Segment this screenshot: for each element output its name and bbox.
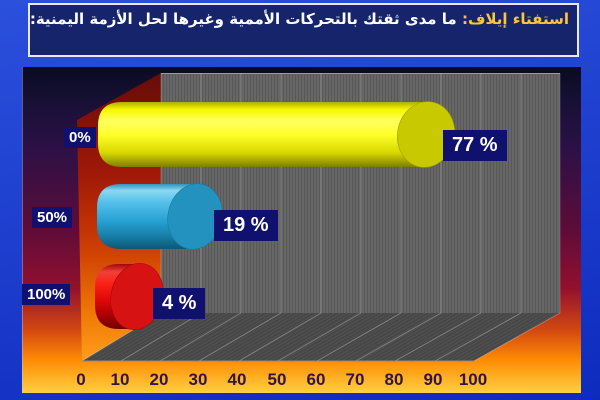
value-label-19: 19 %	[214, 210, 278, 241]
chart-floor	[82, 313, 560, 361]
category-label-100: 100%	[22, 284, 71, 306]
poll-question-text: ما مدى ثقتك بالتحركات الأممية وغيرها لحل…	[29, 10, 462, 28]
x-tick-0: 0	[76, 370, 86, 389]
poll-question: استفتاء إيلاف: ما مدى ثقتك بالتحركات الأ…	[30, 5, 577, 28]
x-tick-80: 80	[384, 370, 404, 389]
value-label-77: 77 %	[443, 130, 507, 161]
bar-50-percent-trust	[97, 183, 223, 250]
title-box: استفتاء إيلاف: ما مدى ثقتك بالتحركات الأ…	[28, 3, 579, 57]
x-tick-10: 10	[110, 370, 130, 389]
poll-source-label: استفتاء إيلاف:	[461, 10, 569, 28]
x-tick-100: 100	[458, 370, 488, 389]
x-tick-30: 30	[188, 370, 208, 389]
category-label-50: 50%	[32, 207, 73, 229]
x-tick-20: 20	[149, 370, 169, 389]
bar-0-percent-trust	[98, 101, 456, 168]
category-label-0: 0%	[64, 127, 96, 149]
x-tick-70: 70	[345, 370, 365, 389]
x-tick-50: 50	[267, 370, 287, 389]
value-label-4: 4 %	[153, 288, 206, 319]
x-tick-60: 60	[306, 370, 326, 389]
x-tick-90: 90	[423, 370, 443, 389]
bar-100-percent-trust	[95, 262, 164, 331]
x-tick-40: 40	[227, 370, 247, 389]
chart-3d-scene	[77, 73, 561, 362]
floor-gridlines	[81, 312, 561, 362]
bar-chart-3d	[22, 67, 581, 393]
